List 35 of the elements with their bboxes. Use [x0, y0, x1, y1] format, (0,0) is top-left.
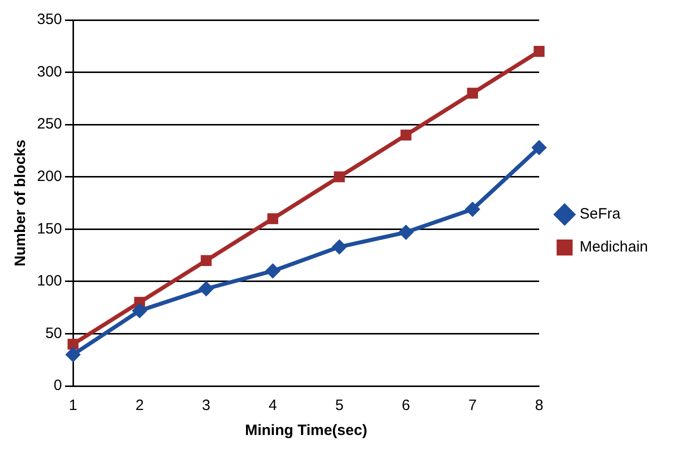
point [398, 224, 414, 240]
point [198, 281, 214, 296]
y-tick-label: 150 [36, 220, 62, 238]
y-tick-label: 200 [36, 168, 62, 185]
point [400, 130, 412, 140]
legend-label: Medichain [580, 238, 648, 256]
x-axis-title: Mining Time(sec) [244, 422, 368, 440]
x-tick-label: 2 [135, 397, 144, 414]
point [68, 338, 78, 350]
point [332, 239, 347, 254]
x-tick-label: 4 [268, 397, 277, 414]
y-tick-label: 300 [36, 63, 62, 80]
y-tick-label: 250 [36, 116, 62, 133]
x-tick-label: 6 [402, 397, 410, 414]
legend-label: SeFra [580, 206, 622, 223]
y-tick-label: 100 [36, 272, 62, 290]
y-axis-title: Number of blocks [12, 140, 30, 266]
point [465, 202, 480, 217]
point [534, 46, 545, 57]
x-tick-label: 3 [202, 397, 210, 414]
x-tick-label: 8 [534, 397, 544, 414]
point [267, 213, 278, 224]
point [200, 255, 212, 266]
y-tick-label: 0 [54, 377, 62, 394]
point [334, 171, 345, 182]
point [467, 88, 478, 99]
y-tick-label: 50 [45, 324, 62, 342]
point [66, 347, 81, 362]
point [532, 140, 547, 156]
x-tick-label: 5 [335, 397, 344, 414]
y-tick-label: 350 [36, 11, 62, 28]
point [132, 303, 148, 318]
x-tick-label: 1 [68, 397, 78, 414]
x-tick-label: 7 [468, 397, 477, 414]
point [265, 263, 280, 278]
